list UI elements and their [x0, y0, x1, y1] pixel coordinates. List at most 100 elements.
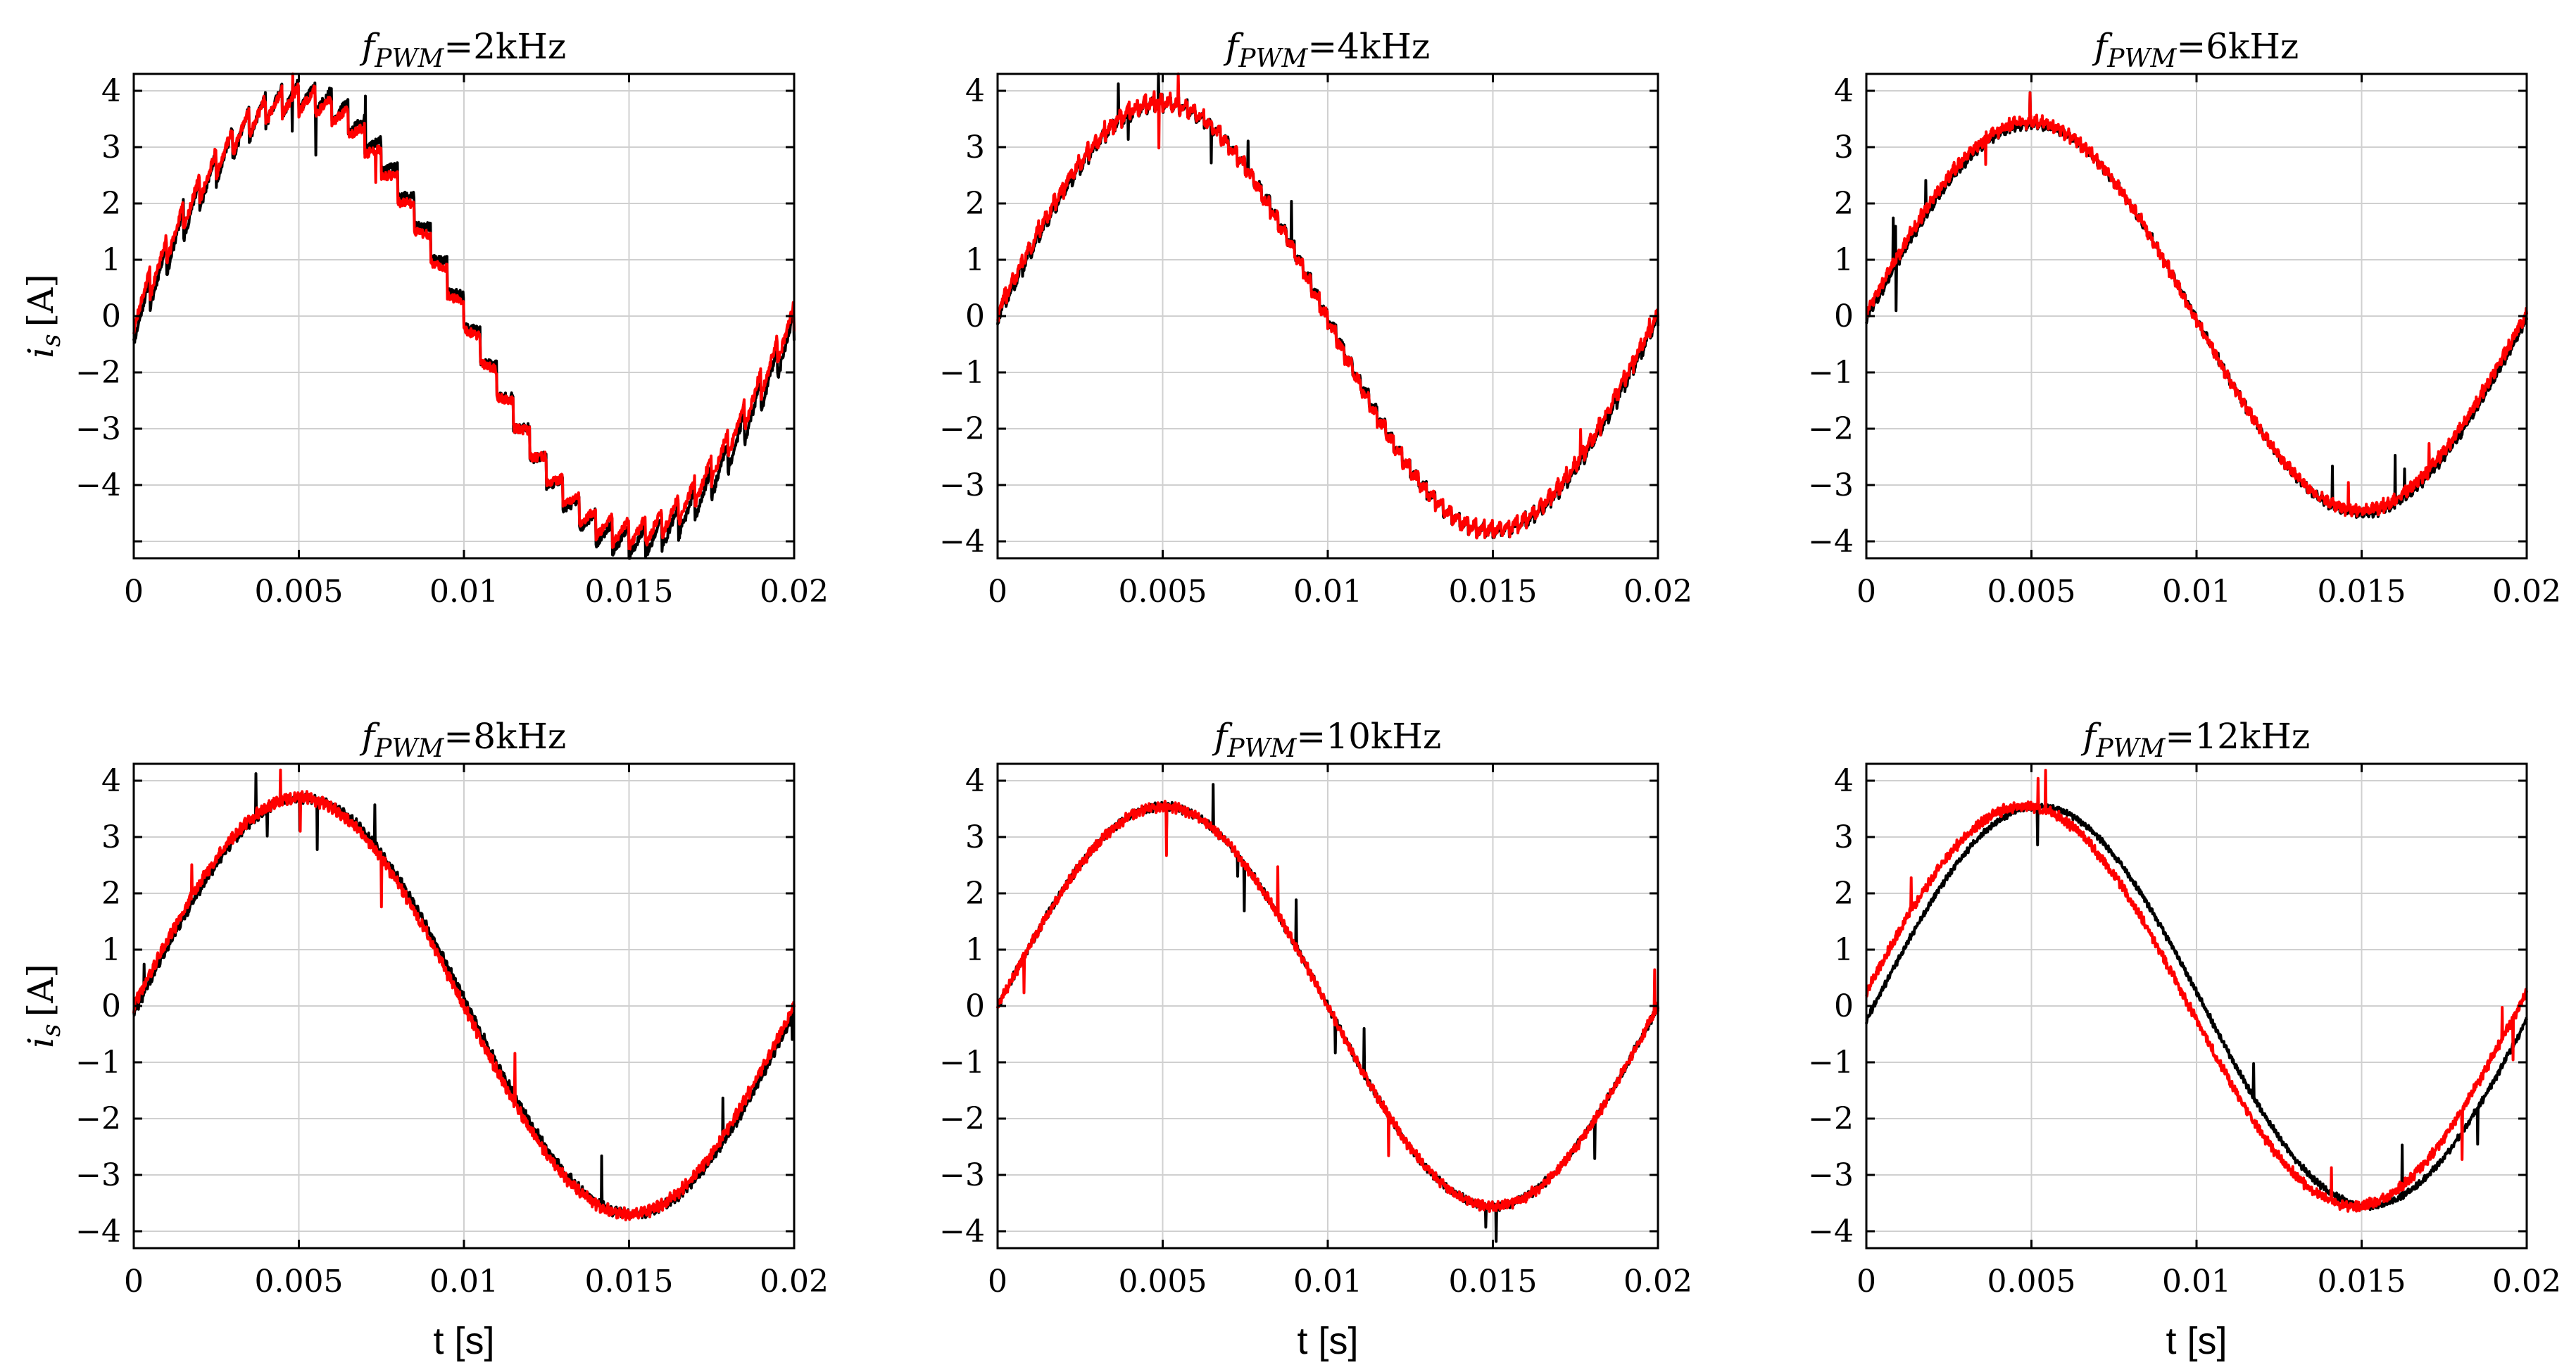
y-tick-label: −2: [1808, 1101, 1854, 1137]
x-tick-label: 0.01: [1293, 574, 1362, 610]
x-tick-label: 0.02: [1623, 1264, 1692, 1300]
y-tick-label: 0: [101, 298, 121, 334]
y-tick-label: 2: [1834, 876, 1854, 912]
y-axis-label: is [A]: [20, 274, 66, 358]
y-tick-label: 4: [101, 763, 121, 799]
title-value: 4kHz: [1337, 26, 1430, 67]
x-axis-label: t [s]: [1297, 1320, 1358, 1362]
y-tick-label: 3: [965, 819, 985, 855]
y-tick-label: 4: [101, 73, 121, 109]
series-simulated: [132, 768, 796, 1221]
title-subscript: PWM: [1238, 44, 1308, 73]
y-tick-label: 1: [1834, 242, 1854, 278]
y-tick-label: −1: [1808, 1045, 1854, 1081]
x-tick-label: 0: [1856, 574, 1876, 610]
y-tick-label: −3: [939, 1157, 985, 1193]
series-simulated: [1865, 769, 2528, 1213]
y-tick-label: 2: [965, 186, 985, 222]
title-subscript: PWM: [2106, 44, 2177, 73]
y-label-subscript: s: [37, 1024, 66, 1036]
title-value: 10kHz: [1326, 716, 1441, 757]
x-tick-label: 0.02: [2492, 574, 2561, 610]
x-tick-label: 0: [124, 574, 144, 610]
y-tick-label: −1: [75, 1045, 121, 1081]
y-tick-label: −3: [75, 411, 121, 447]
y-tick-label: −3: [939, 467, 985, 503]
y-tick-label: −2: [939, 1101, 985, 1137]
subplot-5: 0 0.005 0.01 0.015 0.02 4 3 2 1 0 −1 −2 −3 −4 fPWM=10k…: [939, 716, 1692, 1362]
series-measured: [1865, 802, 2528, 1212]
title-equals: =: [2165, 716, 2194, 757]
y-tick-label: 4: [965, 763, 985, 799]
x-tick-label: 0.01: [2162, 1264, 2231, 1300]
y-tick-label: 2: [101, 186, 121, 222]
y-tick-label: 1: [965, 242, 985, 278]
y-tick-label: 3: [965, 130, 985, 165]
x-tick-label: 0.02: [1623, 574, 1692, 610]
subplot-2: 0 0.005 0.01 0.015 0.02 4 3 2 1 0 −1 −2 −3 −4 fPWM=4kH…: [939, 26, 1692, 610]
x-tick-label: 0: [1856, 1264, 1876, 1300]
title-equals: =: [444, 26, 473, 67]
y-tick-label: 0: [1834, 988, 1854, 1024]
x-tick-label: 0.01: [2162, 574, 2231, 610]
x-tick-label: 0: [988, 574, 1007, 610]
y-tick-label: 2: [101, 876, 121, 912]
subplot-4: 0 0.005 0.01 0.015 0.02 4 3 2 1 0 −1 −2 −3 −4 fPWM=8kH…: [20, 716, 829, 1362]
y-tick-label: −3: [75, 1157, 121, 1193]
y-tick-label: 4: [1834, 73, 1854, 109]
y-tick-label: 3: [101, 819, 121, 855]
y-tick-label: 0: [965, 298, 985, 334]
y-tick-label: 2: [1834, 186, 1854, 222]
y-tick-label: 2: [965, 876, 985, 912]
x-tick-label: 0.02: [760, 1264, 829, 1300]
y-label-unit: [A]: [20, 274, 61, 327]
y-tick-label: −4: [1808, 1214, 1854, 1250]
y-tick-label: 1: [1834, 932, 1854, 968]
x-tick-label: 0: [988, 1264, 1007, 1300]
y-tick-label: 0: [1834, 298, 1854, 334]
y-tick-label: −1: [939, 355, 985, 391]
y-label-unit: [A]: [20, 964, 61, 1017]
series-simulated: [1865, 91, 2528, 518]
x-tick-label: 0.015: [2318, 574, 2406, 610]
y-label-variable: i: [20, 347, 61, 358]
x-tick-label: 0.02: [2492, 1264, 2561, 1300]
y-tick-label: −2: [75, 355, 121, 391]
y-tick-label: 4: [965, 73, 985, 109]
title-subscript: PWM: [374, 44, 444, 73]
y-tick-label: 0: [965, 988, 985, 1024]
panel-title: fPWM=2kHz: [359, 26, 567, 73]
title-equals: =: [1296, 716, 1326, 757]
x-tick-label: 0.005: [1119, 574, 1207, 610]
x-tick-label: 0.015: [2318, 1264, 2406, 1300]
subplot-3: 0 0.005 0.01 0.015 0.02 4 3 2 1 0 −1 −2 −3 −4 fPWM=6kH…: [1808, 26, 2561, 610]
y-label-subscript: s: [37, 334, 66, 346]
y-tick-label: 0: [101, 988, 121, 1024]
y-tick-label: −4: [939, 1214, 985, 1250]
y-tick-label: 3: [101, 130, 121, 165]
x-tick-label: 0.015: [1449, 574, 1538, 610]
x-tick-label: 0.005: [1987, 1264, 2076, 1300]
subplot-1: 0 0.005 0.01 0.015 0.02 4 3 2 1 0 −2 −3 −4 fPWM=2kHz i…: [20, 26, 829, 610]
x-axis-label: t [s]: [2166, 1320, 2227, 1362]
panel-title: fPWM=12kHz: [2080, 716, 2310, 763]
title-equals: =: [444, 716, 473, 757]
x-tick-label: 0.005: [1119, 1264, 1207, 1300]
title-subscript: PWM: [374, 734, 444, 763]
y-tick-label: −2: [75, 1101, 121, 1137]
x-tick-label: 0.015: [585, 574, 674, 610]
x-tick-label: 0.01: [429, 574, 498, 610]
panel-title: fPWM=6kHz: [2092, 26, 2299, 73]
series-simulated: [996, 73, 1659, 540]
x-tick-label: 0.01: [429, 1264, 498, 1300]
y-tick-label: 3: [1834, 130, 1854, 165]
title-value: 8kHz: [473, 716, 566, 757]
title-value: 12kHz: [2194, 716, 2310, 757]
series-simulated: [132, 73, 796, 551]
title-value: 6kHz: [2206, 26, 2299, 67]
x-tick-label: 0.015: [585, 1264, 674, 1300]
x-axis-label: t [s]: [433, 1320, 494, 1362]
y-tick-label: −4: [75, 467, 121, 503]
